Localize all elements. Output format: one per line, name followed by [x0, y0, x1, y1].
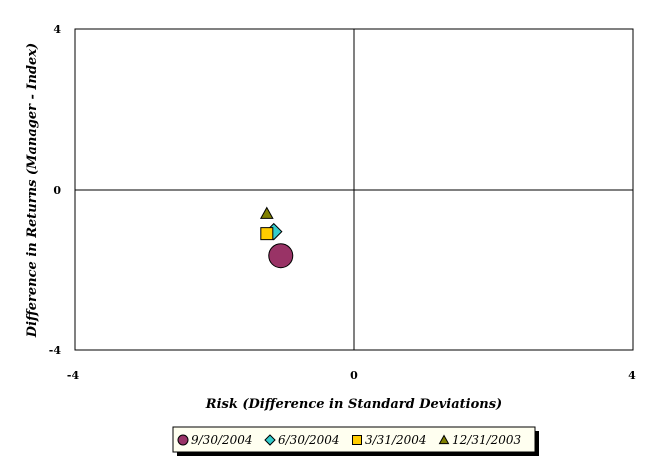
- legend-marker-triangle: [438, 434, 450, 445]
- x-tick-label: 0: [350, 369, 358, 382]
- y-axis-title: Difference in Returns (Manager - Index): [25, 43, 40, 338]
- data-point-square: [260, 227, 274, 241]
- legend-label: 12/31/2003: [452, 433, 522, 447]
- legend: 9/30/2004 6/30/2004 3/31/2004 12/31/2003: [172, 426, 539, 456]
- legend-marker-diamond: [264, 434, 276, 446]
- legend-label: 3/31/2004: [365, 433, 427, 447]
- x-tick-label: -4: [67, 369, 80, 382]
- x-tick-label: 4: [628, 369, 636, 382]
- legend-marker-circle: [177, 434, 189, 446]
- x-axis-title: Risk (Difference in Standard Deviations): [205, 397, 502, 412]
- y-tick-label: 4: [53, 23, 61, 36]
- data-point-circle: [268, 243, 294, 269]
- y-tick-label: 0: [53, 184, 61, 197]
- legend-items: 9/30/2004 6/30/2004 3/31/2004 12/31/2003: [177, 433, 522, 447]
- legend-label: 6/30/2004: [278, 433, 340, 447]
- y-tick-label: -4: [49, 344, 62, 357]
- legend-marker-square: [352, 435, 362, 445]
- data-points: [259, 206, 294, 269]
- legend-label: 9/30/2004: [191, 433, 253, 447]
- data-point-triangle: [259, 206, 274, 219]
